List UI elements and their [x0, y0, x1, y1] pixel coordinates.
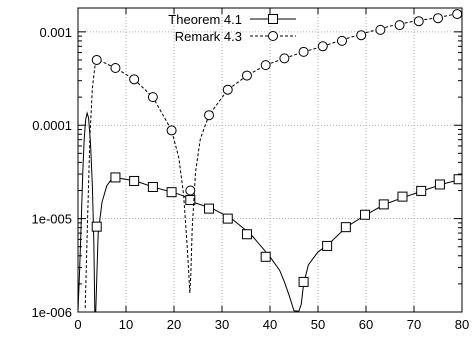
x-tick-label: 50	[311, 317, 325, 332]
x-tick-label: 40	[263, 317, 277, 332]
data-point-marker	[110, 172, 121, 183]
y-tick-label: 0.0001	[32, 118, 72, 133]
x-tick-label: 80	[455, 317, 469, 332]
data-point-marker	[279, 53, 290, 64]
data-point-marker	[110, 63, 121, 74]
data-point-marker	[185, 195, 196, 206]
data-point-marker	[129, 175, 140, 186]
data-point-marker	[147, 182, 158, 193]
data-point-marker	[222, 213, 233, 224]
data-point-marker	[298, 46, 309, 57]
data-point-marker	[241, 70, 252, 81]
data-point-marker	[433, 13, 443, 24]
data-point-marker	[453, 174, 462, 185]
data-point-marker	[360, 209, 371, 220]
data-point-marker	[129, 74, 140, 85]
x-tick-label: 70	[407, 317, 421, 332]
axis-labels: 0 10 20 30 40 50 60 70 80 1e-006 1e-005 0.0001 0.001	[32, 25, 470, 332]
data-point-marker	[91, 54, 102, 65]
data-point-marker	[185, 185, 196, 196]
data-point-marker	[356, 30, 367, 41]
data-point-marker	[375, 24, 386, 35]
data-point-marker	[91, 221, 102, 232]
plot-frame	[77, 7, 463, 313]
x-tick-label: 10	[119, 317, 133, 332]
data-point-marker	[317, 41, 328, 52]
legend-marker	[268, 14, 278, 24]
data-point-marker	[147, 92, 158, 103]
data-point-marker	[322, 240, 333, 251]
legend-marker	[268, 31, 278, 41]
data-point-marker	[204, 203, 215, 214]
y-tick-label: 1e-006	[32, 305, 72, 320]
series-line	[84, 12, 462, 309]
legend-label: Theorem 4.1	[168, 12, 242, 27]
y-tick-label: 1e-005	[32, 212, 72, 227]
y-tick-label: 0.001	[39, 25, 72, 40]
data-point-marker	[340, 222, 351, 233]
data-point-marker	[397, 191, 408, 202]
data-point-marker	[413, 16, 424, 27]
data-point-marker	[260, 60, 271, 71]
legend-label: Remark 4.3	[175, 29, 242, 44]
data-point-marker	[166, 187, 177, 198]
data-point-marker	[434, 179, 445, 190]
remark-4-3-series	[84, 9, 462, 309]
data-point-marker	[394, 20, 405, 31]
data-point-marker	[222, 84, 233, 95]
x-tick-label: 20	[167, 317, 181, 332]
data-point-marker	[166, 125, 177, 136]
data-point-marker	[204, 110, 215, 121]
data-point-marker	[337, 35, 347, 46]
data-point-marker	[260, 251, 271, 262]
x-tick-label: 60	[359, 317, 373, 332]
x-tick-label: 0	[74, 317, 81, 332]
data-point-marker	[241, 229, 252, 240]
series	[78, 9, 462, 312]
data-point-marker	[452, 9, 462, 20]
data-point-marker	[378, 199, 389, 210]
legend: Theorem 4.1 Remark 4.3	[168, 12, 296, 44]
data-point-marker	[298, 276, 309, 287]
axis-ticks	[77, 8, 463, 313]
x-tick-label: 30	[215, 317, 229, 332]
data-point-marker	[416, 185, 427, 196]
